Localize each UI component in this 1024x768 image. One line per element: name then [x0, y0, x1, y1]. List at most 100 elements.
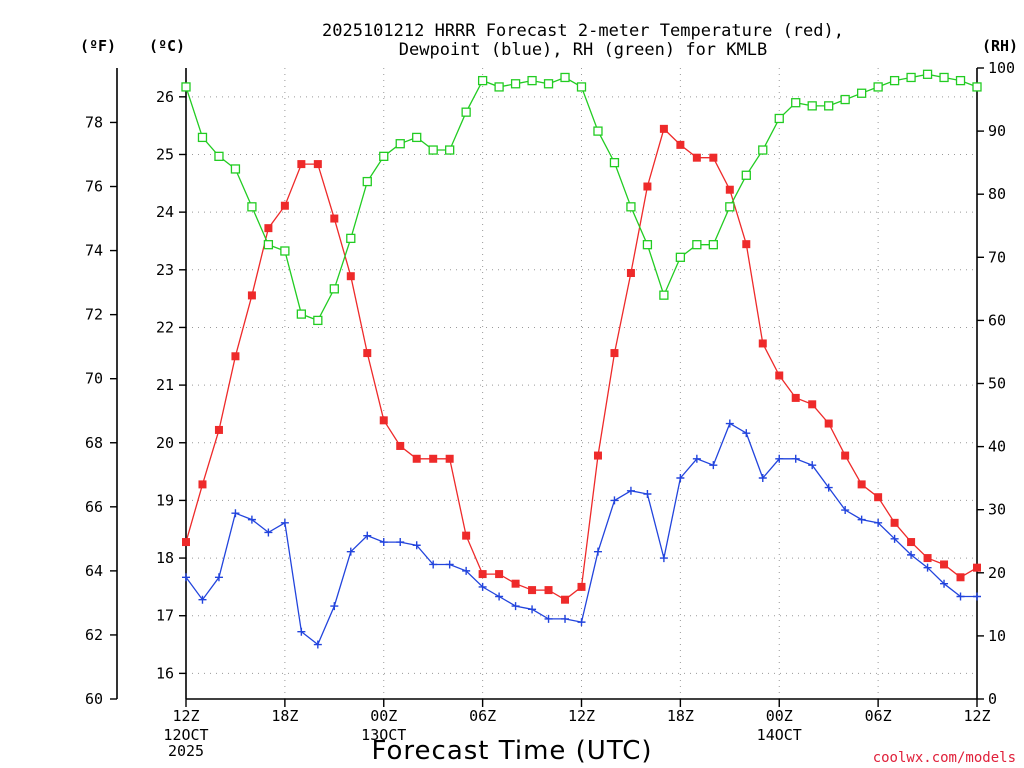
- x-tick-date-label: 13OCT: [361, 726, 406, 744]
- dewpoint-point: [874, 518, 883, 527]
- rh-tick-label: 30: [988, 501, 1006, 519]
- temperature-point: [808, 400, 817, 409]
- series-line: [185, 422, 977, 646]
- dewpoint-point: [659, 554, 668, 563]
- temperature-point: [412, 454, 421, 463]
- rh-point: [543, 79, 554, 89]
- rh-point: [626, 202, 636, 212]
- temperature-point: [775, 371, 784, 380]
- dewpoint-point: [841, 506, 850, 515]
- rh-point: [791, 98, 801, 108]
- c-tick-label: 24: [156, 203, 174, 221]
- temperature-point: [626, 268, 635, 277]
- temperature-point: [973, 563, 981, 572]
- temperature-point: [445, 454, 454, 463]
- dewpoint-point: [857, 515, 866, 524]
- rh-point: [642, 240, 653, 250]
- dewpoint-point: [297, 627, 306, 636]
- c-tick-label: 16: [156, 664, 174, 682]
- temperature-point: [297, 160, 306, 169]
- dewpoint-point: [626, 486, 635, 495]
- rh-point: [807, 101, 817, 111]
- dewpoint-point: [379, 538, 388, 547]
- temperature-point: [643, 182, 652, 191]
- x-tick-date-label: 14OCT: [757, 726, 802, 744]
- rh-tick-label: 80: [988, 185, 1006, 203]
- rh-point: [758, 145, 768, 155]
- c-tick-label: 19: [156, 491, 174, 509]
- rh-point: [873, 82, 883, 92]
- dewpoint-point: [495, 592, 504, 601]
- c-tick-label: 21: [156, 376, 174, 394]
- dewpoint-point: [940, 579, 949, 588]
- dewpoint-point: [577, 618, 586, 627]
- temperature-point: [841, 451, 850, 460]
- rh-tick-label: 20: [988, 564, 1006, 582]
- rh-point: [445, 145, 455, 155]
- c-tick-label: 18: [156, 549, 174, 567]
- dewpoint-point: [528, 605, 537, 614]
- x-tick-label: 18Z: [667, 707, 694, 725]
- x-tick-label: 06Z: [469, 707, 496, 725]
- dewpoint-point: [709, 461, 718, 470]
- temperature-point: [676, 140, 685, 149]
- rh-point: [955, 75, 966, 86]
- x-tick-date-label: 2025: [168, 742, 204, 760]
- dewpoint-point: [907, 550, 916, 559]
- rh-point: [527, 75, 537, 86]
- rh-point: [889, 75, 900, 86]
- x-tick-label: 06Z: [865, 707, 892, 725]
- chart-title-line1: 2025101212 HRRR Forecast 2-meter Tempera…: [322, 21, 844, 41]
- dewpoint-point: [725, 419, 734, 428]
- x-tick-label: 12Z: [568, 707, 595, 725]
- left-f-axis-unit: (ºF): [80, 37, 116, 55]
- rh-point: [230, 164, 241, 174]
- rh-point: [263, 240, 274, 250]
- rh-point: [329, 284, 339, 294]
- dewpoint-point: [198, 595, 207, 604]
- rh-tick-label: 100: [988, 59, 1015, 77]
- temperature-point: [725, 185, 734, 194]
- x-tick-label: 18Z: [271, 707, 298, 725]
- temperature-point: [330, 214, 339, 223]
- temperature-point: [280, 201, 289, 210]
- rh-point: [197, 132, 208, 143]
- rh-point: [313, 315, 323, 326]
- rh-tick-label: 60: [988, 311, 1006, 329]
- rh-point: [477, 75, 488, 86]
- rh-point: [593, 126, 603, 136]
- temperature-point: [511, 579, 520, 588]
- rh-point: [692, 240, 702, 250]
- f-tick-label: 76: [85, 178, 103, 196]
- temperature-point: [247, 291, 256, 300]
- temperature-point: [396, 441, 405, 450]
- temperature-point: [874, 493, 883, 502]
- dewpoint-point: [214, 573, 223, 582]
- f-tick-label: 64: [85, 562, 103, 580]
- rh-point: [659, 290, 669, 300]
- dewpoint-point: [264, 528, 273, 537]
- temperature-point: [182, 538, 190, 547]
- f-tick-label: 78: [85, 113, 103, 131]
- x-tick-label: 12Z: [172, 707, 199, 725]
- c-tick-label: 17: [156, 607, 174, 625]
- dewpoint-point: [544, 614, 553, 623]
- rh-point: [972, 82, 982, 92]
- temperature-point: [561, 595, 570, 604]
- dewpoint-point: [643, 490, 652, 499]
- rh-point: [428, 145, 438, 155]
- dewpoint-point: [511, 602, 520, 611]
- x-tick-label: 00Z: [370, 707, 397, 725]
- rh-tick-label: 50: [988, 375, 1006, 393]
- dewpoint-point: [429, 560, 438, 569]
- c-tick-label: 20: [156, 434, 174, 452]
- rh-point: [510, 79, 521, 89]
- dewpoint-point: [808, 461, 817, 470]
- temperature-point: [692, 153, 701, 162]
- f-tick-label: 70: [85, 370, 103, 388]
- dewpoint-point: [973, 592, 981, 601]
- dewpoint-point: [824, 483, 833, 492]
- dewpoint-point: [363, 531, 372, 540]
- dewpoint-point: [775, 454, 784, 463]
